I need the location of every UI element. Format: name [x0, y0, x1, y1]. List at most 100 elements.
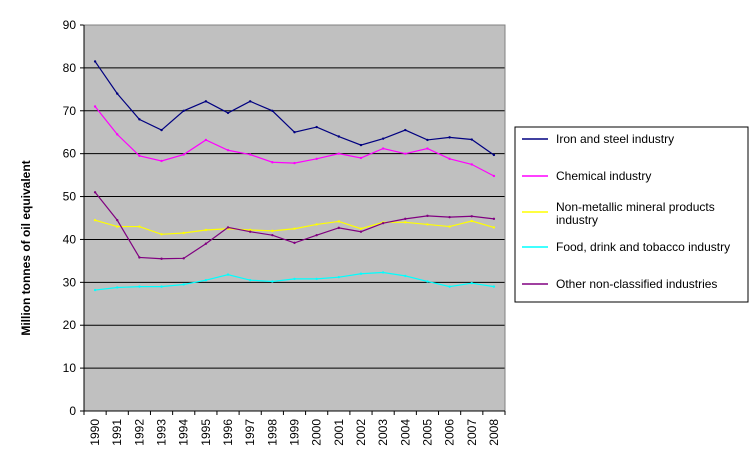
x-tick-label: 2007: [465, 419, 479, 446]
data-point: [315, 157, 318, 161]
x-tick-label: 1999: [288, 419, 302, 446]
x-tick-label: 1997: [243, 419, 257, 446]
data-point: [204, 100, 208, 103]
data-point: [271, 161, 274, 164]
y-tick-label: 0: [69, 404, 76, 418]
data-point: [248, 100, 252, 103]
legend-label: Other non-classified industries: [556, 277, 717, 291]
data-point: [160, 128, 163, 132]
y-tick-label: 60: [63, 147, 77, 161]
y-tick-label: 10: [63, 361, 77, 375]
data-point: [293, 241, 296, 245]
data-point: [160, 159, 163, 163]
data-point: [116, 225, 119, 228]
x-tick-label: 1995: [199, 419, 213, 446]
x-tick-label: 2004: [398, 419, 412, 446]
data-point: [381, 271, 385, 274]
data-point: [448, 157, 451, 161]
data-point: [337, 226, 341, 230]
data-point: [182, 257, 185, 260]
data-point: [248, 228, 252, 232]
data-point: [204, 228, 208, 232]
legend-label: Chemical industry: [556, 169, 651, 183]
data-point: [359, 156, 363, 160]
data-point: [93, 105, 97, 108]
data-point: [492, 226, 496, 229]
data-point: [492, 285, 496, 288]
y-tick-label: 80: [63, 61, 77, 75]
data-point: [426, 280, 429, 283]
data-point: [116, 92, 119, 95]
data-point: [93, 288, 97, 292]
data-point: [271, 233, 274, 237]
data-point: [248, 278, 252, 282]
data-point: [448, 285, 451, 288]
data-point: [160, 285, 163, 288]
data-point: [116, 286, 119, 289]
data-point: [93, 191, 97, 194]
data-point: [315, 125, 318, 129]
data-point: [182, 283, 185, 286]
x-tick-label: 1996: [221, 419, 235, 446]
legend-label: Non-metallic mineral products industry: [556, 200, 715, 227]
data-point: [337, 275, 341, 279]
y-tick-label: 40: [63, 232, 77, 246]
data-point: [271, 229, 274, 233]
data-point: [470, 281, 473, 285]
x-tick-label: 2001: [332, 419, 346, 446]
series-lines: [93, 60, 496, 292]
x-tick-label: 2003: [376, 419, 390, 446]
data-point: [315, 223, 318, 226]
x-tick-label: 2008: [487, 419, 501, 446]
data-point: [359, 230, 363, 233]
data-point: [448, 215, 451, 219]
axes: 0 10 20 30 40 50 60 70 80 90 1990 1991 1992 1993 1994 1…: [63, 18, 506, 446]
y-tick-label: 50: [63, 190, 77, 204]
data-point: [492, 153, 496, 157]
data-point: [492, 174, 496, 178]
data-point: [138, 285, 141, 288]
data-point: [293, 277, 296, 281]
data-point: [138, 256, 141, 259]
data-point: [404, 128, 407, 132]
data-point: [337, 135, 341, 138]
data-point: [182, 231, 185, 235]
data-point: [404, 152, 407, 155]
x-tick-label: 2005: [420, 419, 434, 446]
data-point: [404, 217, 407, 221]
data-point: [116, 133, 119, 136]
data-point: [470, 138, 473, 141]
x-tick-label: 2002: [354, 419, 368, 446]
data-point: [182, 109, 185, 112]
data-point: [359, 143, 363, 147]
data-point: [271, 109, 274, 112]
x-tick-label: 2000: [310, 419, 324, 446]
data-point: [359, 227, 363, 230]
data-point: [315, 277, 318, 281]
data-point: [93, 218, 97, 222]
y-tick-label: 30: [63, 275, 77, 289]
data-point: [116, 218, 119, 222]
legend-label: Iron and steel industry: [556, 132, 674, 146]
data-point: [381, 147, 385, 150]
data-point: [293, 131, 296, 134]
data-point: [226, 273, 230, 276]
legend-label: Food, drink and tobacco industry: [556, 240, 730, 254]
data-point: [293, 227, 296, 230]
data-point: [404, 274, 407, 278]
plot-area: [84, 25, 505, 411]
data-point: [337, 152, 341, 155]
legend: Iron and steel industry Chemical industry…: [514, 126, 749, 303]
x-tick-label: 1991: [110, 419, 124, 446]
data-point: [315, 233, 318, 237]
data-point: [93, 60, 97, 63]
data-point: [426, 223, 429, 226]
data-point: [426, 138, 429, 142]
data-point: [138, 154, 141, 158]
x-tick-label: 1998: [265, 419, 279, 446]
data-point: [204, 138, 208, 142]
data-point: [470, 215, 473, 218]
legend-box: [514, 126, 749, 303]
